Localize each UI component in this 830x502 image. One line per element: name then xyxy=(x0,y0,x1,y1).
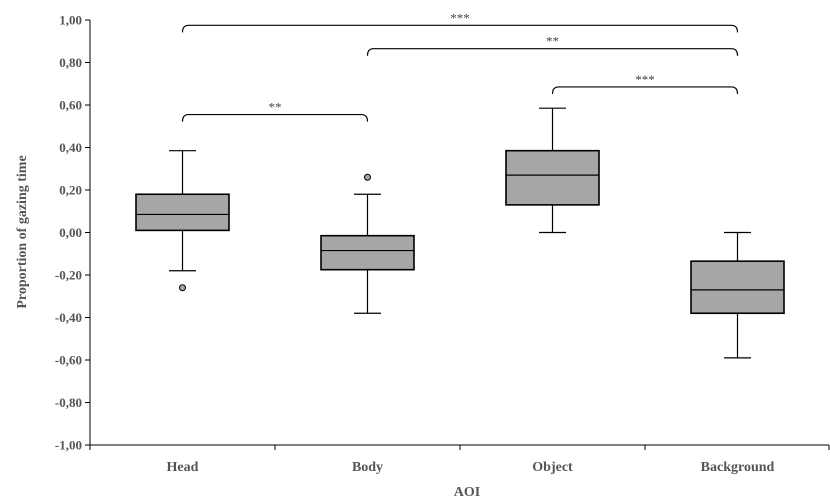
y-tick-label: 0,20 xyxy=(59,183,82,198)
outlier-point xyxy=(179,284,186,292)
bracket-line xyxy=(181,24,739,33)
significance-label: ** xyxy=(546,34,559,49)
y-tick-label: -0,40 xyxy=(55,310,82,325)
y-axis-title: Proportion of gazing time xyxy=(15,155,30,308)
x-axis-title: AOI xyxy=(454,485,480,500)
y-tick-label: -1,00 xyxy=(55,438,82,453)
x-tick-label: Background xyxy=(701,460,775,475)
significance-bracket: ** xyxy=(181,100,369,122)
x-axis: Head Body Object Background xyxy=(89,444,830,475)
iqr-box xyxy=(320,234,415,271)
y-axis: -1,00 -0,80 -0,60 -0,40 -0,20 0,00 0,20 0,40 0,6… xyxy=(55,13,91,453)
y-tick-label: 0,00 xyxy=(59,225,82,240)
box-background xyxy=(690,231,785,359)
significance-bracket: ** xyxy=(366,34,739,56)
significance-bracket: *** xyxy=(551,72,739,94)
significance-bracket: *** xyxy=(181,10,739,33)
y-tick-label: 1,00 xyxy=(59,13,82,28)
boxes xyxy=(135,107,785,359)
y-tick-label: 0,40 xyxy=(59,140,82,155)
significance-label: *** xyxy=(450,10,470,25)
x-tick-label: Head xyxy=(167,460,199,475)
bracket-line xyxy=(366,48,739,56)
box-object xyxy=(505,107,600,234)
y-tick-label: 0,60 xyxy=(59,98,82,113)
y-tick-label: 0,80 xyxy=(59,55,82,70)
x-tick-label: Body xyxy=(352,460,383,475)
significance-label: ** xyxy=(269,100,282,115)
significance-brackets: ********** xyxy=(181,10,739,122)
y-tick-label: -0,60 xyxy=(55,353,82,368)
bracket-line xyxy=(551,86,739,94)
bracket-line xyxy=(181,113,369,122)
box-body xyxy=(320,173,415,314)
box-head xyxy=(135,150,230,292)
iqr-box xyxy=(135,193,230,232)
outlier-point xyxy=(364,173,371,181)
iqr-box xyxy=(690,260,785,315)
y-tick-label: -0,20 xyxy=(55,268,82,283)
y-tick-label: -0,80 xyxy=(55,395,82,410)
iqr-box xyxy=(505,149,600,206)
significance-label: *** xyxy=(635,72,655,87)
x-tick-label: Object xyxy=(532,460,573,475)
